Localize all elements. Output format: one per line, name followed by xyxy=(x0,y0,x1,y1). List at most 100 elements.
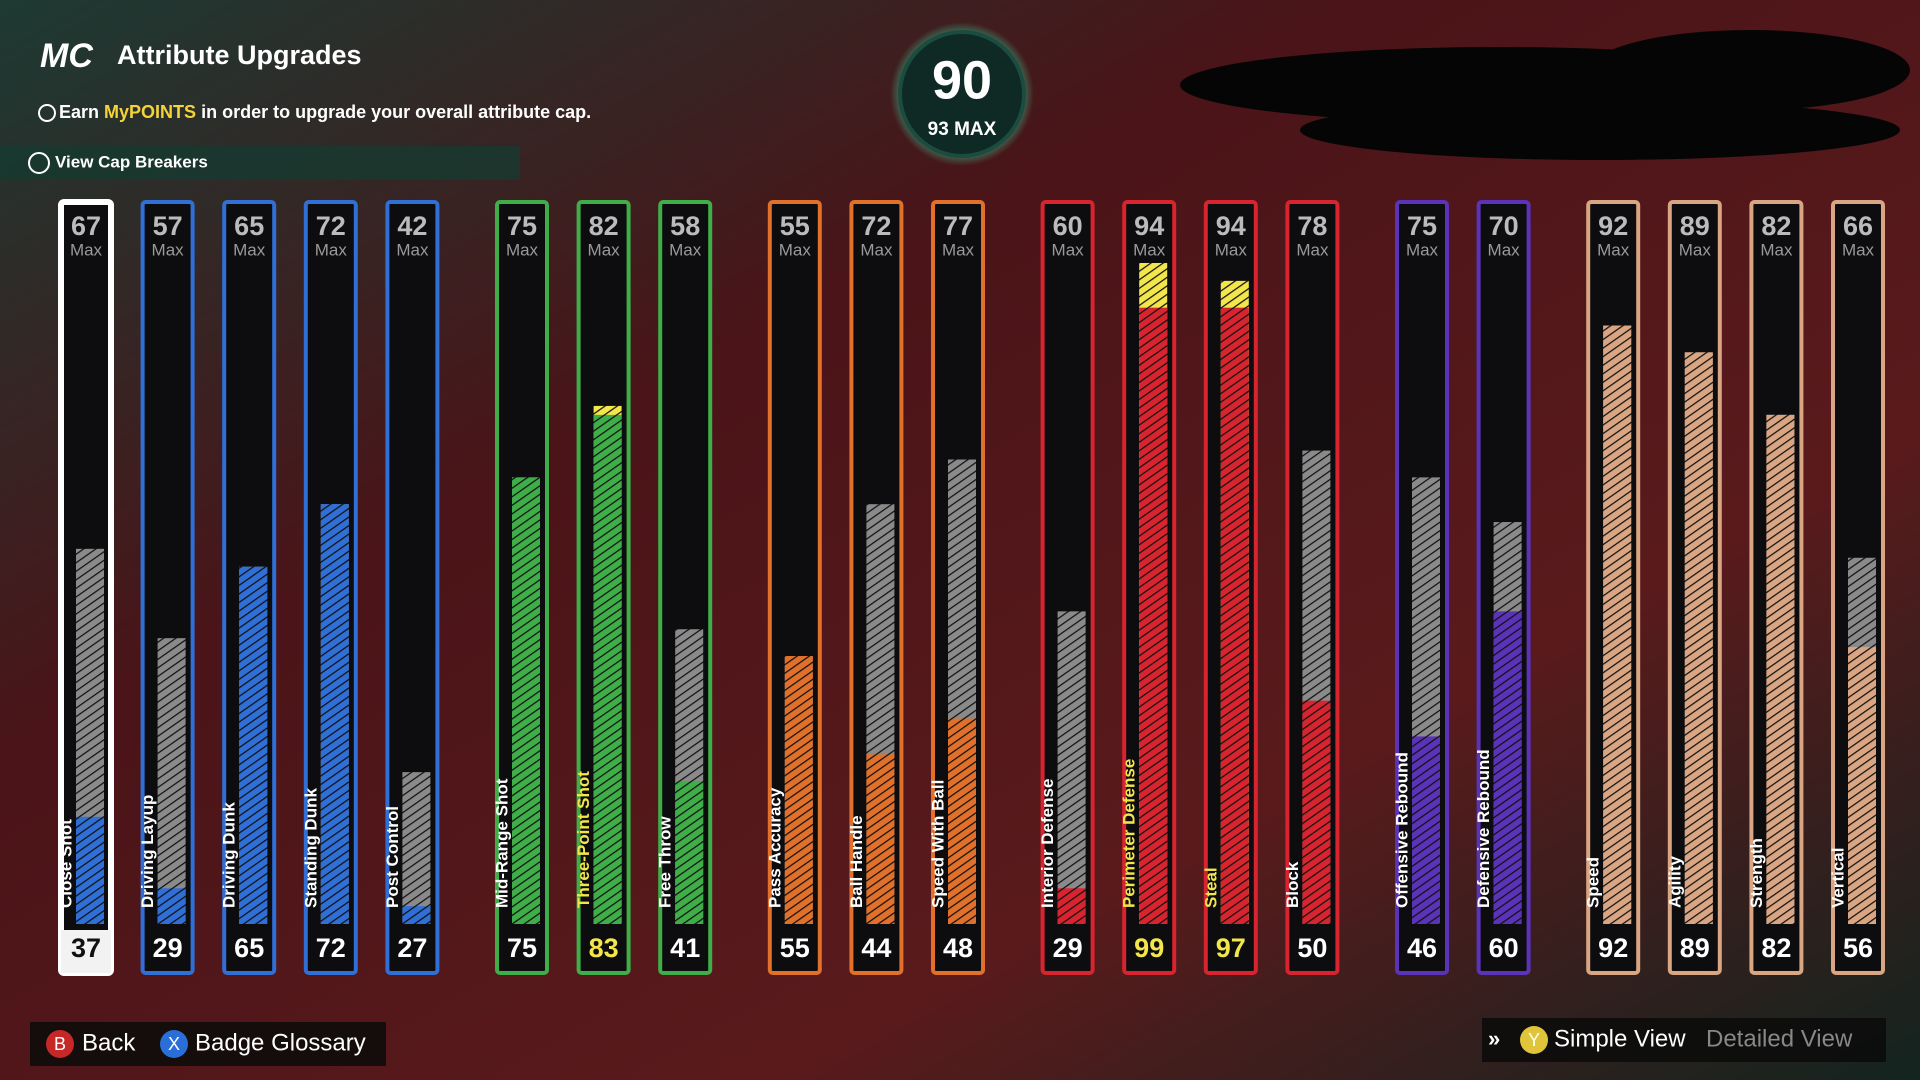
overall-value: 90 xyxy=(932,50,992,110)
badge-glossary[interactable]: Badge Glossary xyxy=(195,1029,366,1056)
max-value: 94 xyxy=(1134,211,1164,241)
max-label: Max xyxy=(152,240,185,259)
max-value: 75 xyxy=(507,211,537,241)
bar-fill xyxy=(76,816,104,924)
attribute-name: Vertical xyxy=(1828,848,1847,909)
max-label: Max xyxy=(1215,240,1248,259)
bar-fill xyxy=(1302,700,1331,924)
max-label: Max xyxy=(779,240,812,259)
bar-fill xyxy=(1493,611,1522,924)
max-value: 78 xyxy=(1297,211,1327,241)
b-button xyxy=(46,1030,74,1058)
max-label: Max xyxy=(669,240,702,259)
current-value: 83 xyxy=(589,933,619,963)
attribute-name: Ball Handle xyxy=(847,815,866,908)
current-value: 48 xyxy=(943,933,973,963)
x-button xyxy=(160,1030,188,1058)
max-label: Max xyxy=(588,240,621,259)
max-value: 65 xyxy=(234,211,264,241)
max-value: 70 xyxy=(1489,211,1519,241)
attribute-name: Mid-Range Shot xyxy=(492,778,511,908)
max-value: 94 xyxy=(1216,211,1246,241)
bar-fill xyxy=(784,656,813,924)
current-value: 55 xyxy=(780,933,810,963)
attribute-name: Free Throw xyxy=(656,816,675,908)
attribute-name: Agility xyxy=(1665,856,1684,908)
max-value: 58 xyxy=(670,211,700,241)
max-value: 92 xyxy=(1598,211,1628,241)
bar-fill xyxy=(1766,414,1795,924)
current-value: 29 xyxy=(1053,933,1083,963)
attribute-name: Speed With Ball xyxy=(928,780,947,908)
max-label: Max xyxy=(1597,240,1630,259)
attribute-name: Block xyxy=(1283,861,1302,908)
max-value: 82 xyxy=(589,211,619,241)
max-label: Max xyxy=(860,240,893,259)
attribute-name: Defensive Rebound xyxy=(1474,749,1493,908)
bar-fill xyxy=(1057,888,1086,924)
max-value: 60 xyxy=(1053,211,1083,241)
attribute-name: Close Shot xyxy=(56,819,75,908)
current-value: 89 xyxy=(1680,933,1710,963)
max-label: Max xyxy=(1760,240,1793,259)
bar-fill xyxy=(239,566,268,924)
max-label: Max xyxy=(1679,240,1712,259)
detailed-view[interactable]: Detailed View xyxy=(1706,1025,1853,1052)
bar-fill xyxy=(866,754,895,924)
overall-badge xyxy=(898,30,1026,158)
max-label: Max xyxy=(70,240,103,259)
subtitle-text: Earn xyxy=(59,102,99,122)
max-label: Max xyxy=(942,240,975,259)
current-value: 29 xyxy=(153,933,183,963)
bar-fill xyxy=(512,477,540,924)
current-value: 82 xyxy=(1761,933,1791,963)
bar-fill xyxy=(1220,307,1249,924)
max-value: 67 xyxy=(71,211,101,241)
title: Attribute Upgrades xyxy=(117,40,362,70)
y-key: Y xyxy=(1528,1030,1540,1050)
max-label: Max xyxy=(1052,240,1085,259)
back[interactable]: Back xyxy=(82,1029,136,1056)
max-label: Max xyxy=(1488,240,1521,259)
bar-fill xyxy=(1848,647,1876,924)
simple-view[interactable]: Simple View xyxy=(1554,1025,1686,1052)
subtitle: Earn MyPOINTS in order to upgrade your o… xyxy=(59,102,591,122)
bar-fill xyxy=(157,888,186,924)
mypoints: MyPOINTS xyxy=(104,102,196,122)
max-label: Max xyxy=(1296,240,1329,259)
current-value: 75 xyxy=(507,933,537,963)
current-value: 46 xyxy=(1407,933,1437,963)
attribute-name: Steal xyxy=(1201,867,1220,908)
max-label: Max xyxy=(315,240,348,259)
current-value: 92 xyxy=(1598,933,1628,963)
current-value: 60 xyxy=(1489,933,1519,963)
current-value: 50 xyxy=(1297,933,1327,963)
current-value: 56 xyxy=(1843,933,1873,963)
bar-fill xyxy=(1139,307,1168,924)
attribute-name: Perimeter Defense xyxy=(1120,759,1139,908)
max-value: 57 xyxy=(153,211,183,241)
bar-fill xyxy=(593,414,622,924)
current-value: 41 xyxy=(670,933,700,963)
attribute-name: Offensive Rebound xyxy=(1392,752,1411,908)
current-value: 72 xyxy=(316,933,346,963)
cap-breakers-bar[interactable] xyxy=(0,146,520,180)
overall-max: 93 MAX xyxy=(928,119,997,140)
x-key: X xyxy=(168,1034,180,1054)
logo: MC xyxy=(40,37,93,75)
bar-fill xyxy=(1684,352,1713,924)
current-value: 27 xyxy=(397,933,427,963)
attribute-name: Standing Dunk xyxy=(301,788,320,908)
subtitle-text: in order to upgrade your overall attribu… xyxy=(201,102,591,122)
max-label: Max xyxy=(1133,240,1166,259)
current-value: 44 xyxy=(861,933,891,963)
max-value: 77 xyxy=(943,211,973,241)
max-label: Max xyxy=(1842,240,1875,259)
cap-breakers[interactable]: View Cap Breakers xyxy=(55,152,208,171)
max-label: Max xyxy=(396,240,429,259)
max-value: 66 xyxy=(1843,211,1873,241)
current-value: 37 xyxy=(71,933,101,963)
max-value: 72 xyxy=(316,211,346,241)
max-value: 42 xyxy=(397,211,427,241)
